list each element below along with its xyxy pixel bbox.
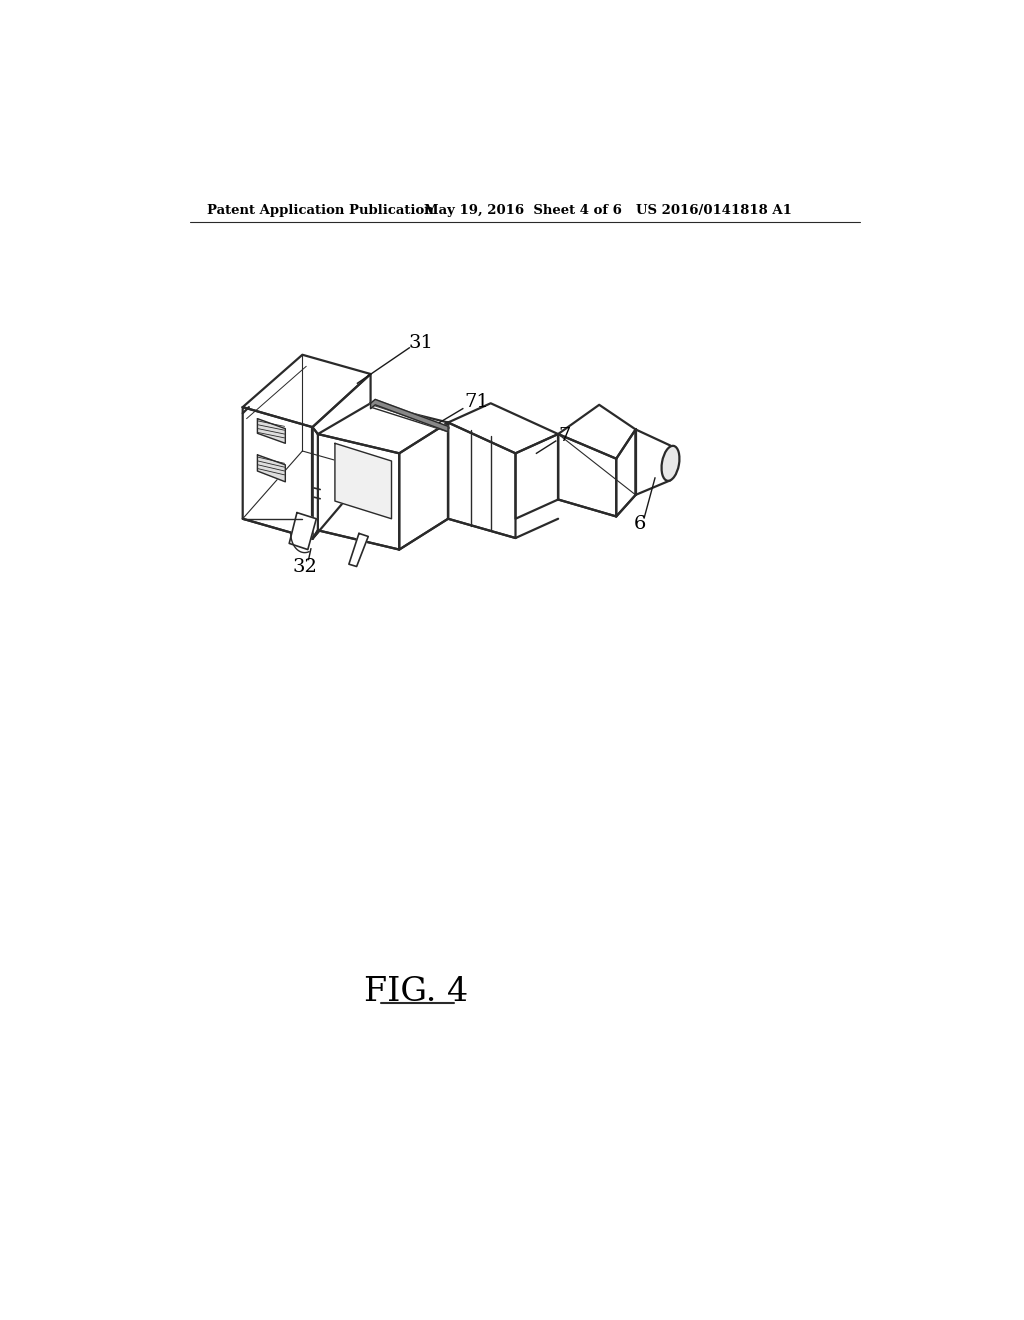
Text: 31: 31 — [409, 334, 433, 352]
Ellipse shape — [662, 446, 680, 480]
Polygon shape — [317, 404, 449, 453]
Text: 71: 71 — [464, 393, 489, 411]
Polygon shape — [399, 422, 449, 549]
Polygon shape — [636, 429, 671, 495]
Polygon shape — [558, 405, 636, 459]
Text: 7: 7 — [558, 426, 570, 445]
Text: 32: 32 — [292, 557, 317, 576]
Polygon shape — [616, 429, 636, 516]
Polygon shape — [449, 404, 558, 453]
Polygon shape — [349, 533, 369, 566]
Polygon shape — [317, 434, 399, 549]
Text: Patent Application Publication: Patent Application Publication — [207, 205, 434, 218]
Polygon shape — [449, 422, 515, 539]
Polygon shape — [243, 355, 371, 428]
Text: 6: 6 — [633, 515, 646, 533]
Polygon shape — [335, 444, 391, 519]
Polygon shape — [289, 512, 316, 549]
Text: May 19, 2016  Sheet 4 of 6: May 19, 2016 Sheet 4 of 6 — [424, 205, 622, 218]
Polygon shape — [243, 407, 312, 539]
Polygon shape — [371, 400, 449, 432]
Polygon shape — [558, 434, 616, 516]
Polygon shape — [312, 374, 371, 539]
Text: US 2016/0141818 A1: US 2016/0141818 A1 — [636, 205, 792, 218]
Polygon shape — [515, 434, 558, 519]
Text: FIG. 4: FIG. 4 — [365, 975, 468, 1007]
Polygon shape — [257, 455, 286, 482]
Polygon shape — [257, 418, 286, 444]
